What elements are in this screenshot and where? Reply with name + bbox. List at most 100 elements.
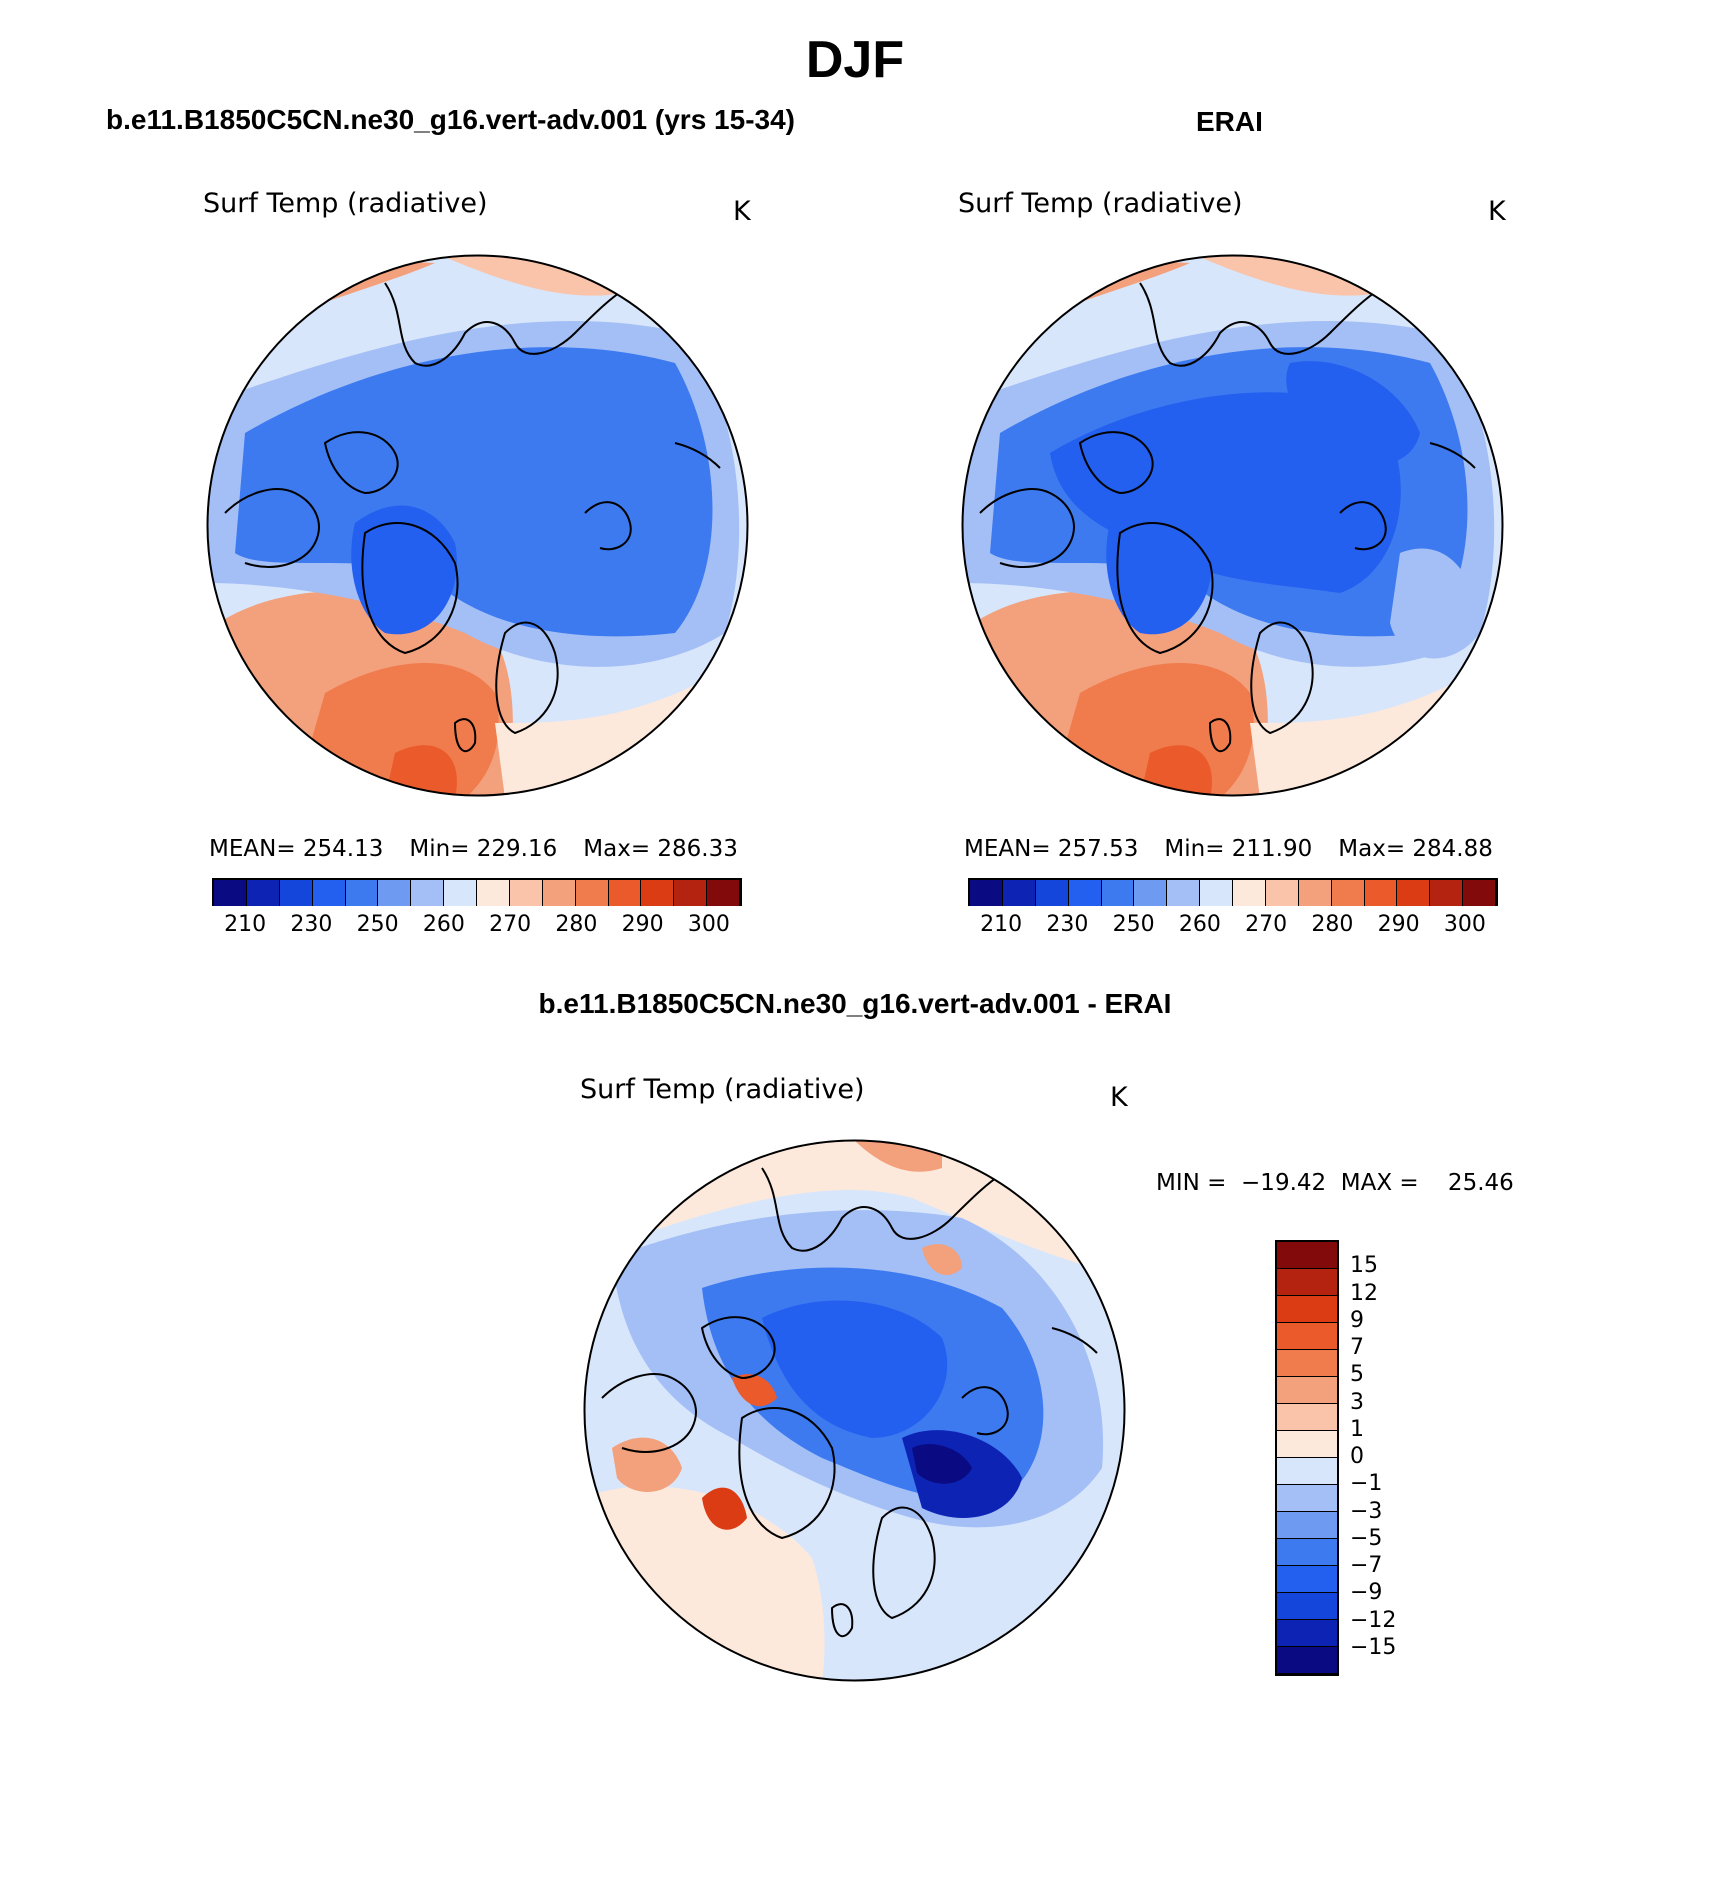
- diff-colorbar-swatch: [1277, 1404, 1337, 1431]
- model-greenland-cold: [351, 505, 457, 635]
- diff-colorbar-tick-label: 9: [1350, 1307, 1364, 1333]
- diff-coast-kamchatka: [1051, 1327, 1098, 1354]
- model-coast-britain: [454, 718, 477, 753]
- model-variable-label: Surf Temp (radiative): [203, 188, 488, 219]
- obs-colorbar-swatch: [1397, 880, 1431, 906]
- obs-colorbar-ticks: 210 230 250 260 270 280 290 300: [968, 912, 1498, 942]
- diff-colorbar-tick-label: −7: [1350, 1553, 1383, 1578]
- figure-title: DJF: [805, 31, 905, 89]
- obs-colorbar-swatch: [1002, 880, 1036, 906]
- diff-map-border: [583, 1139, 1126, 1682]
- obs-colorbar-tick-label: 270: [1245, 912, 1288, 937]
- diff-arctic-cold: [762, 1300, 948, 1438]
- model-colorbar-swatch: [608, 880, 642, 906]
- diff-colorbar-tick-label: 12: [1350, 1280, 1378, 1306]
- diff-colorbar-swatch: [1277, 1296, 1337, 1323]
- obs-colorbar: [968, 878, 1498, 906]
- model-colorbar-swatch: [214, 880, 247, 906]
- diff-panel-title: b.e11.B1850C5CN.ne30_g16.vert-adv.001 - …: [538, 988, 1172, 1019]
- model-coastlines: [224, 282, 721, 753]
- diff-colorbar-tick-label: −5: [1350, 1525, 1383, 1551]
- model-colorbar-tick-label: 210: [224, 912, 267, 937]
- obs-colorbar-tick-label: 210: [980, 912, 1023, 937]
- model-max: Max= 286.33: [583, 836, 738, 862]
- diff-colorbar-swatch: [1277, 1458, 1337, 1485]
- diff-coast-russia: [961, 1386, 1009, 1436]
- model-coast-kamchatka: [674, 442, 721, 469]
- diff-colorbar-swatch: [1277, 1269, 1337, 1296]
- model-colorbar-swatch: [312, 880, 346, 906]
- model-colorbar-swatch: [279, 880, 313, 906]
- diff-colorbar-swatch: [1277, 1566, 1337, 1593]
- diff-warm-patch-archipelago: [732, 1374, 777, 1407]
- obs-colorbar-swatch: [1035, 880, 1069, 906]
- obs-colorbar-swatch: [1364, 880, 1398, 906]
- model-coast-scandinavia: [495, 621, 559, 734]
- diff-colorbar-swatch: [1277, 1431, 1337, 1458]
- diff-coast-islands: [701, 1316, 776, 1379]
- diff-colorbar-tick-label: 3: [1350, 1389, 1364, 1415]
- obs-colorbar-tick-label: 260: [1178, 912, 1221, 937]
- diff-colorbar-swatch: [1277, 1593, 1337, 1620]
- diff-colorbar-tick-label: 1: [1350, 1416, 1364, 1442]
- diff-warm-patch-alaska: [612, 1437, 682, 1492]
- obs-colorbar-swatch: [1200, 880, 1233, 906]
- model-colorbar-tick-label: 300: [687, 912, 730, 937]
- obs-variable-label: Surf Temp (radiative): [958, 188, 1243, 219]
- model-colorbar-swatch: [444, 880, 477, 906]
- obs-coast-greenland: [1116, 522, 1214, 654]
- diff-coast-scandinavia: [872, 1506, 936, 1619]
- model-colorbar-swatch: [575, 880, 609, 906]
- obs-map-border: [961, 254, 1504, 797]
- diff-coastlines: [601, 1167, 1098, 1638]
- model-colorbar-swatch: [378, 880, 412, 906]
- diff-colorbar-tick-label: 7: [1350, 1335, 1364, 1360]
- obs-colorbar-swatch: [1101, 880, 1135, 906]
- diff-colorbar-swatch: [1277, 1377, 1337, 1404]
- obs-colorbar-swatch: [1265, 880, 1299, 906]
- obs-coastlines: [979, 282, 1476, 753]
- obs-colorbar-tick-label: 290: [1377, 912, 1420, 937]
- diff-colorbar-swatch: [1277, 1647, 1337, 1674]
- obs-colorbar-swatch: [1068, 880, 1102, 906]
- obs-mean: MEAN= 257.53: [964, 836, 1139, 862]
- model-coast-russia: [584, 501, 632, 551]
- diff-colorbar-tick-label: 0: [1350, 1444, 1364, 1469]
- obs-units-label: K: [1488, 196, 1506, 227]
- diff-coast-britain: [831, 1603, 854, 1638]
- model-colorbar-swatch: [674, 880, 708, 906]
- diff-colorbar-swatch: [1277, 1485, 1337, 1512]
- model-colorbar-tick-label: 250: [356, 912, 399, 937]
- diff-colorbar-ticks: 15 12 9 7 5 3 1 0 −1 −3 −5 −7 −9 −12 −15: [1350, 1240, 1430, 1676]
- diff-colorbar-tick-label: −12: [1350, 1607, 1397, 1633]
- obs-polar-map: [961, 254, 1504, 797]
- model-stats: MEAN= 254.13 Min= 229.16 Max= 286.33: [209, 836, 764, 862]
- diff-units-label: K: [1110, 1082, 1128, 1113]
- diff-colorbar-swatch: [1277, 1539, 1337, 1566]
- obs-colorbar-swatch: [1430, 880, 1464, 906]
- diff-colorbar-tick-label: −1: [1350, 1471, 1383, 1497]
- model-colorbar-tick-label: 290: [621, 912, 664, 937]
- obs-coast-kamchatka: [1429, 442, 1476, 469]
- diff-variable-label: Surf Temp (radiative): [580, 1074, 865, 1105]
- obs-coast-britain: [1209, 718, 1232, 753]
- model-map-border: [206, 254, 749, 797]
- obs-coast-islands: [1079, 431, 1154, 494]
- model-colorbar-tick-label: 280: [555, 912, 598, 937]
- obs-colorbar-swatch: [1167, 880, 1201, 906]
- diff-colorbar-tick-label: −3: [1350, 1498, 1383, 1524]
- obs-colorbar-swatch: [970, 880, 1003, 906]
- obs-max: Max= 284.88: [1338, 836, 1493, 862]
- model-mean: MEAN= 254.13: [209, 836, 384, 862]
- model-colorbar: [212, 878, 742, 906]
- diff-coast-asia: [761, 1167, 1013, 1252]
- obs-siberia-cold: [1286, 361, 1420, 465]
- obs-colorbar-tick-label: 250: [1112, 912, 1155, 937]
- obs-min: Min= 211.90: [1164, 836, 1313, 862]
- diff-colorbar-tick-label: 5: [1350, 1362, 1364, 1388]
- diff-warm-patch-siberia: [922, 1244, 962, 1276]
- obs-mild-patch: [1390, 548, 1480, 659]
- obs-colorbar-swatch: [1298, 880, 1332, 906]
- diff-colorbar-swatch: [1277, 1242, 1337, 1269]
- model-colorbar-tick-label: 260: [422, 912, 465, 937]
